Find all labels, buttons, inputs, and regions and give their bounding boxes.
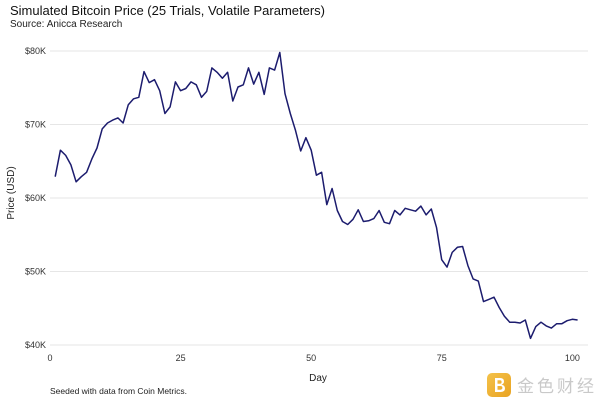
x-axis-ticks: 0 25 50 75 100 xyxy=(47,353,579,363)
x-tick-label: 25 xyxy=(176,353,186,363)
y-axis-ticks: $40K $50K $60K $70K $80K xyxy=(25,46,46,350)
series-layer xyxy=(54,51,578,340)
y-tick-label: $70K xyxy=(25,120,46,130)
price-series-line xyxy=(54,51,578,340)
x-axis-title: Day xyxy=(309,373,327,384)
b-logo-icon xyxy=(487,372,511,397)
x-tick-label: 75 xyxy=(437,353,447,363)
y-axis-title: Price (USD) xyxy=(6,166,17,219)
chart-title: Simulated Bitcoin Price (25 Trials, Vola… xyxy=(10,3,326,18)
y-tick-label: $50K xyxy=(25,267,46,277)
chart-subtitle: Source: Anicca Research xyxy=(10,19,123,30)
data-source-caption: Seeded with data from Coin Metrics. xyxy=(50,386,188,396)
y-tick-label: $80K xyxy=(25,46,46,56)
watermark: 金色财经 xyxy=(487,372,597,397)
y-tick-label: $60K xyxy=(25,193,46,203)
x-tick-label: 100 xyxy=(565,353,580,363)
grid-lines xyxy=(50,50,588,346)
x-tick-label: 50 xyxy=(306,353,316,363)
watermark-text: 金色财经 xyxy=(517,377,597,397)
x-tick-label: 0 xyxy=(47,353,52,363)
y-tick-label: $40K xyxy=(25,340,46,350)
